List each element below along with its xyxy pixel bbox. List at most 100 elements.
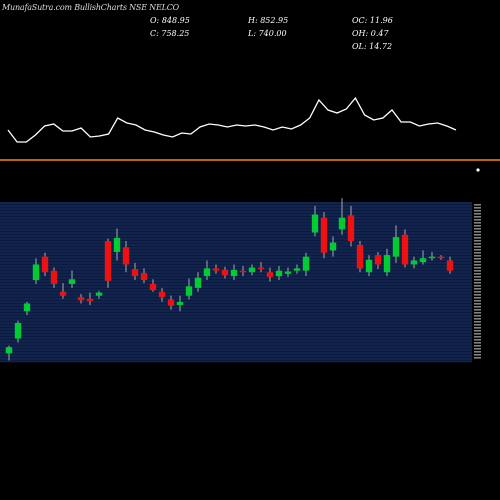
candle	[113, 228, 121, 261]
axis-tick	[474, 249, 481, 251]
stat-oh: OH: 0.47	[352, 29, 389, 38]
candle-body	[266, 272, 274, 277]
axis-tick	[474, 309, 481, 311]
candle-body	[41, 256, 49, 273]
axis-tick	[474, 282, 481, 284]
axis-tick	[474, 303, 481, 305]
candle	[86, 292, 94, 306]
candle-body	[167, 299, 175, 306]
candle	[122, 241, 130, 273]
chart-title: BullishCharts NSE NELCO	[74, 3, 180, 12]
candle-body	[140, 273, 148, 281]
axis-tick	[474, 261, 481, 263]
candle-body	[293, 268, 301, 271]
axis-tick	[474, 207, 481, 209]
candle	[320, 212, 328, 259]
candle-body	[275, 270, 283, 277]
candle-body	[194, 277, 202, 288]
candle-body	[419, 258, 427, 263]
candle-body	[239, 270, 247, 273]
separator-marker	[476, 168, 480, 172]
axis-tick	[474, 342, 481, 344]
candle-body	[401, 234, 409, 265]
candle	[392, 225, 400, 263]
price-axis	[474, 204, 481, 359]
candle-body	[437, 256, 445, 259]
indicator-panel	[7, 96, 457, 143]
axis-tick	[474, 306, 481, 308]
candle-body	[446, 260, 454, 271]
axis-tick	[474, 240, 481, 242]
stat-open: O: 848.95	[150, 16, 190, 25]
axis-tick	[474, 204, 481, 206]
axis-tick	[474, 216, 481, 218]
candle	[284, 267, 292, 277]
axis-tick	[474, 288, 481, 290]
candles	[5, 198, 454, 361]
candle	[293, 264, 301, 274]
candle-body	[374, 255, 382, 265]
candle-body	[104, 241, 112, 281]
candle-body	[410, 260, 418, 265]
candle-body	[5, 347, 13, 354]
axis-tick	[474, 321, 481, 323]
stat-close: C: 758.25	[150, 29, 190, 38]
candle-body	[23, 303, 31, 312]
watermark-text: MunafaSutra.com	[2, 3, 72, 12]
axis-tick	[474, 213, 481, 215]
axis-tick	[474, 273, 481, 275]
candle-body	[221, 269, 229, 276]
axis-tick	[474, 354, 481, 356]
candle	[302, 252, 310, 277]
axis-tick	[474, 219, 481, 221]
axis-tick	[474, 324, 481, 326]
axis-tick	[474, 348, 481, 350]
candle-body	[158, 291, 166, 298]
axis-tick	[474, 333, 481, 335]
candle	[104, 238, 112, 288]
candle	[185, 278, 193, 300]
candle	[149, 279, 157, 292]
candle	[140, 268, 148, 284]
axis-tick	[474, 291, 481, 293]
candle	[23, 301, 31, 316]
axis-tick	[474, 294, 481, 296]
stat-high: H: 852.95	[248, 16, 289, 25]
candle	[383, 248, 391, 277]
axis-tick	[474, 210, 481, 212]
candle-body	[149, 283, 157, 291]
axis-tick	[474, 351, 481, 353]
axis-tick	[474, 297, 481, 299]
candle	[437, 255, 445, 260]
candle-body	[392, 237, 400, 257]
candle-body	[302, 256, 310, 271]
candle-body	[203, 268, 211, 277]
axis-tick	[474, 222, 481, 224]
axis-tick	[474, 246, 481, 248]
candle	[275, 266, 283, 281]
candle	[212, 264, 220, 274]
candle-body	[338, 217, 346, 230]
candle	[176, 295, 184, 312]
candle	[194, 272, 202, 292]
candle	[410, 256, 418, 269]
candle	[248, 264, 256, 276]
candle-body	[365, 259, 373, 273]
candle	[50, 267, 58, 288]
candle-body	[311, 214, 319, 233]
price-grid	[0, 202, 472, 363]
candle	[347, 205, 355, 247]
candle-body	[86, 298, 94, 302]
candle	[401, 229, 409, 268]
candle-body	[347, 215, 355, 242]
axis-tick	[474, 276, 481, 278]
axis-tick	[474, 318, 481, 320]
candle-body	[59, 291, 67, 296]
candle	[5, 345, 13, 361]
axis-tick	[474, 270, 481, 272]
candle	[59, 283, 67, 299]
axis-tick	[474, 336, 481, 338]
candle-body	[248, 267, 256, 273]
candle-body	[230, 269, 238, 277]
